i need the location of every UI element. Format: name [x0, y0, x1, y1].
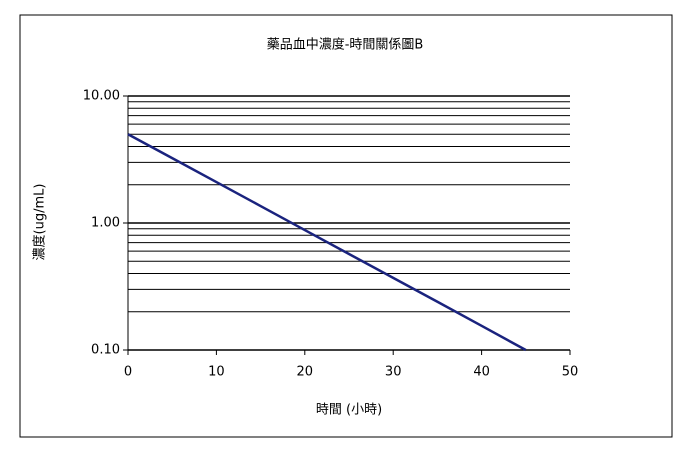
chart-frame — [19, 14, 673, 438]
y-axis-label: 濃度(ug/mL) — [32, 184, 48, 261]
x-tick-label: 20 — [297, 365, 314, 380]
x-tick-label: 50 — [562, 365, 579, 380]
x-tick-label: 30 — [385, 365, 402, 380]
chart-title: 藥品血中濃度-時間關係圖B — [267, 37, 424, 53]
x-tick-label: 0 — [124, 365, 132, 380]
x-tick-label: 10 — [208, 365, 225, 380]
data-line — [127, 133, 527, 352]
y-tick-label: 1.00 — [91, 216, 120, 231]
y-tick-label: 10.00 — [83, 89, 120, 104]
x-axis-label: 時間 (小時) — [316, 403, 382, 418]
x-tick-label: 40 — [473, 365, 490, 380]
y-tick-label: 0.10 — [91, 343, 120, 358]
